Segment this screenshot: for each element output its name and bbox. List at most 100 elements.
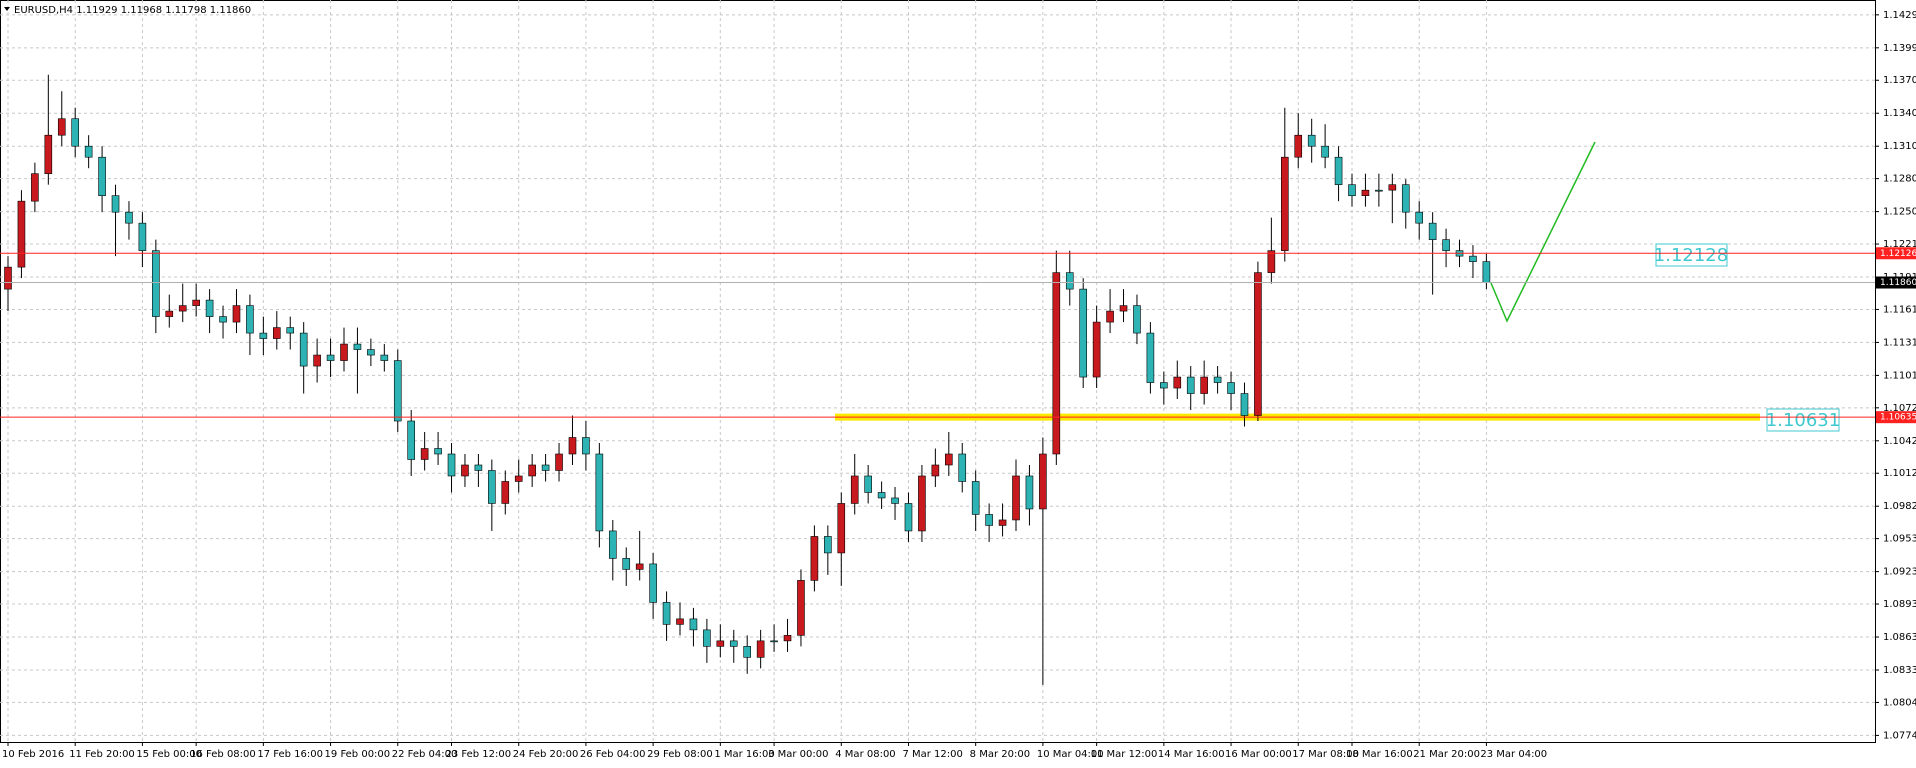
candle-body — [824, 536, 832, 554]
y-tick-label: 1.13100 — [1883, 141, 1916, 152]
candle-body — [1442, 239, 1450, 251]
candle-body — [57, 118, 66, 136]
plot-frame — [0, 0, 1876, 743]
candle-body — [380, 354, 389, 361]
candle-body — [125, 211, 133, 224]
marks — [4, 74, 1760, 685]
candle-body — [299, 332, 308, 367]
candle-body — [541, 464, 550, 471]
candle-body — [1294, 134, 1303, 158]
chart-title: EURUSD,H4 1.11929 1.11968 1.11798 1.1186… — [14, 5, 251, 16]
candle-body — [1052, 272, 1061, 455]
y-tick-label: 1.12805 — [1883, 174, 1916, 185]
x-tick-label: 29 Feb 08:00 — [647, 749, 713, 760]
candle-body — [891, 497, 899, 504]
level-label-box — [1876, 411, 1916, 424]
candle-body — [259, 332, 268, 339]
candle-body — [461, 464, 469, 477]
candle-body — [501, 481, 510, 504]
candle-body — [1428, 222, 1437, 240]
candle-body — [205, 299, 214, 317]
candle-body — [864, 475, 872, 493]
candle-body — [1106, 310, 1114, 323]
candle-body — [1025, 475, 1034, 510]
candle-body — [729, 640, 738, 647]
candle-body — [272, 327, 281, 339]
candle-body — [1281, 156, 1289, 251]
candle-body — [703, 629, 711, 647]
candle-body — [152, 250, 160, 317]
candle-body — [944, 453, 953, 466]
y-tick-label: 1.10720 — [1883, 403, 1916, 414]
y-tick-label: 1.08040 — [1883, 697, 1916, 708]
candle-body — [689, 618, 698, 631]
candle-body — [985, 514, 993, 526]
x-tick-label: 4 Mar 08:00 — [835, 749, 895, 760]
y-tick-label: 1.09230 — [1883, 567, 1916, 578]
candle-body — [1160, 382, 1168, 389]
y-tick-label: 1.13995 — [1883, 43, 1916, 54]
menu-icon[interactable] — [4, 7, 10, 11]
candle-body — [1321, 145, 1329, 158]
candle-body — [635, 563, 644, 570]
candle-body — [232, 305, 241, 323]
candle-body — [1240, 393, 1249, 416]
x-tick-label: 17 Mar 08:00 — [1292, 749, 1359, 760]
x-tick-label: 23 Mar 04:00 — [1480, 749, 1547, 760]
candle-body — [393, 360, 402, 422]
x-tick-label: 22 Feb 04:00 — [392, 749, 458, 760]
candle-body — [178, 305, 187, 312]
candle-body — [1348, 184, 1356, 196]
candle-body — [1388, 184, 1397, 191]
y-tick-label: 1.11315 — [1883, 337, 1916, 348]
candle-body — [98, 156, 106, 196]
x-tick-label: 14 Mar 16:00 — [1158, 749, 1225, 760]
x-tick-label: 7 Mar 12:00 — [902, 749, 962, 760]
candle-body — [1375, 189, 1383, 192]
x-tick-label: 16 Feb 08:00 — [190, 749, 256, 760]
candle-body — [555, 453, 563, 471]
candle-body — [1146, 332, 1155, 383]
candle-body — [1482, 261, 1491, 283]
candle-body — [568, 437, 577, 455]
candle-body — [877, 492, 886, 499]
candle-body — [488, 470, 496, 504]
candle-body — [1213, 376, 1222, 383]
candle-body — [514, 475, 523, 482]
y-tick-label: 1.12210 — [1883, 239, 1916, 250]
candle-body — [4, 266, 12, 290]
candle-body — [918, 475, 926, 532]
x-tick-label: 1 Mar 16:00 — [714, 749, 774, 760]
y-tick-label: 1.09825 — [1883, 501, 1916, 512]
candle-body — [810, 536, 819, 581]
x-tick-label: 24 Feb 20:00 — [513, 749, 579, 760]
candle-body — [1254, 272, 1262, 416]
y-tick-label: 1.12505 — [1883, 207, 1916, 218]
candle-body — [1186, 376, 1195, 394]
level-label: 1.12126 — [1880, 249, 1916, 259]
candle-body — [165, 310, 174, 317]
y-tick-label: 1.13400 — [1883, 108, 1916, 119]
candle-body — [850, 475, 859, 504]
candle-body — [1173, 376, 1182, 389]
candle-body — [931, 464, 940, 477]
candle-body — [1307, 134, 1316, 147]
x-tick-label: 3 Mar 00:00 — [768, 749, 828, 760]
candle-body — [1415, 211, 1423, 224]
x-tick-label: 23 Feb 12:00 — [446, 749, 512, 760]
candle-body — [84, 145, 93, 158]
current-price-box — [1876, 276, 1916, 289]
candle-body — [353, 343, 362, 350]
y-tick-label: 1.08935 — [1883, 599, 1916, 610]
x-tick-label: 8 Mar 20:00 — [970, 749, 1030, 760]
level-label-box — [1876, 247, 1916, 260]
candle-body — [1401, 184, 1410, 213]
candle-body — [716, 640, 725, 647]
candle-body — [1200, 376, 1208, 394]
candle-body — [1227, 382, 1235, 394]
candle-body — [1092, 321, 1101, 378]
y-tick-label: 1.11615 — [1883, 304, 1916, 315]
candle-body — [326, 354, 335, 361]
candle-body — [1119, 305, 1128, 312]
